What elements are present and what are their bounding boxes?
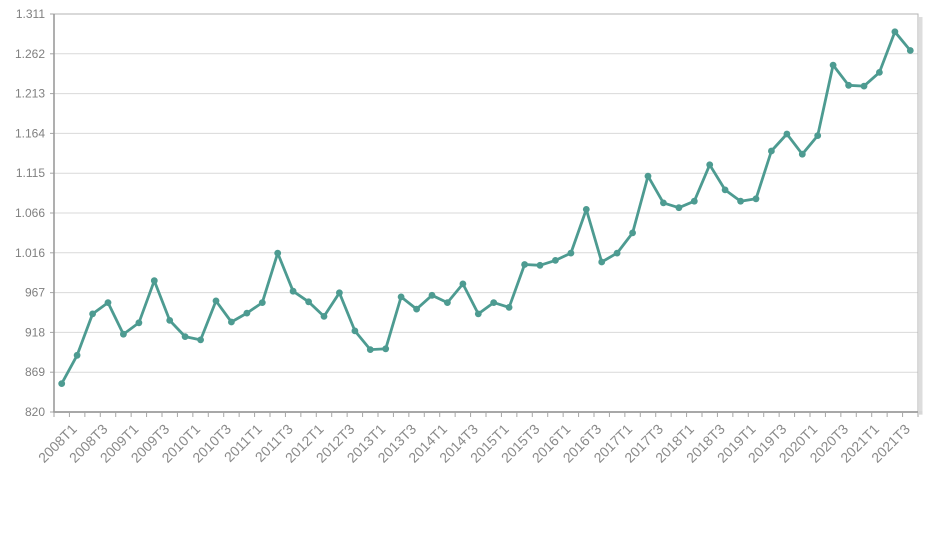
y-axis-tick-label: 918 bbox=[25, 325, 45, 339]
plot-shadow-corner bbox=[919, 411, 923, 415]
data-point-2020T2 bbox=[814, 132, 822, 140]
data-point-2013T2 bbox=[382, 345, 390, 353]
data-point-2018T4 bbox=[721, 186, 729, 194]
data-point-2011T1 bbox=[243, 309, 251, 317]
data-point-2009T3 bbox=[150, 277, 158, 285]
data-point-2008T1 bbox=[58, 380, 66, 387]
data-point-2015T3 bbox=[521, 261, 528, 268]
data-point-2010T4 bbox=[228, 318, 235, 326]
y-axis-tick-label: 820 bbox=[25, 405, 45, 419]
data-point-2021T3 bbox=[891, 28, 899, 36]
data-point-2013T3 bbox=[397, 293, 405, 301]
data-point-2008T2 bbox=[73, 351, 81, 359]
plot-shadow bbox=[919, 17, 923, 414]
data-point-2008T4 bbox=[104, 299, 112, 306]
data-point-2012T1 bbox=[305, 298, 312, 306]
data-point-2021T1 bbox=[860, 82, 868, 90]
data-point-2017T4 bbox=[660, 199, 667, 207]
data-point-2009T2 bbox=[135, 319, 143, 327]
y-axis-tick-label: 1.262 bbox=[15, 47, 45, 61]
data-point-2010T3 bbox=[212, 297, 220, 305]
data-point-2012T4 bbox=[351, 327, 359, 335]
data-point-2014T3 bbox=[459, 280, 467, 288]
y-axis-tick-label: 1.213 bbox=[15, 87, 45, 101]
data-point-2018T2 bbox=[690, 197, 698, 205]
data-point-2018T1 bbox=[675, 204, 683, 212]
data-point-2011T3 bbox=[274, 249, 282, 257]
data-point-2015T1 bbox=[490, 299, 498, 306]
data-point-2020T1 bbox=[798, 150, 806, 158]
y-axis-tick-label: 1.311 bbox=[16, 7, 45, 21]
y-axis-tick-label: 1.115 bbox=[16, 166, 45, 180]
data-point-2016T2 bbox=[567, 249, 575, 257]
data-point-2014T2 bbox=[444, 299, 451, 306]
data-point-2021T2 bbox=[876, 69, 883, 76]
series-line bbox=[60, 30, 912, 385]
data-point-2011T4 bbox=[289, 287, 297, 295]
y-axis-tick-label: 1.164 bbox=[15, 126, 45, 140]
data-point-2019T2 bbox=[752, 195, 760, 203]
data-point-2015T4 bbox=[536, 261, 544, 269]
data-point-2013T1 bbox=[366, 346, 374, 353]
y-axis-tick-label: 869 bbox=[25, 365, 45, 379]
y-axis-tick-label: 1.066 bbox=[15, 206, 45, 220]
data-point-2009T1 bbox=[120, 330, 127, 338]
data-point-2014T4 bbox=[474, 310, 482, 318]
data-point-2017T3 bbox=[644, 172, 652, 180]
y-axis-tick-label: 967 bbox=[25, 286, 45, 300]
data-point-2010T1 bbox=[181, 333, 189, 340]
data-point-2010T2 bbox=[197, 336, 205, 344]
data-point-2017T2 bbox=[629, 229, 636, 237]
data-point-2020T4 bbox=[845, 81, 852, 89]
data-point-2017T1 bbox=[613, 249, 621, 257]
data-point-2019T4 bbox=[783, 130, 791, 138]
data-point-2012T2 bbox=[320, 313, 328, 320]
data-point-2014T1 bbox=[428, 291, 436, 299]
data-point-2008T3 bbox=[89, 310, 96, 318]
data-point-2019T1 bbox=[737, 197, 744, 205]
data-point-2015T2 bbox=[505, 304, 513, 311]
data-point-2013T4 bbox=[413, 305, 420, 313]
data-point-2021T4 bbox=[906, 47, 914, 54]
data-point-2016T3 bbox=[582, 206, 590, 213]
data-point-2020T3 bbox=[829, 61, 837, 69]
data-point-2019T3 bbox=[768, 147, 775, 155]
data-point-2018T3 bbox=[706, 161, 714, 169]
data-point-2009T4 bbox=[166, 317, 174, 324]
data-point-2012T3 bbox=[336, 289, 343, 297]
data-point-2016T4 bbox=[598, 258, 606, 266]
data-point-2016T1 bbox=[552, 257, 559, 264]
y-axis-tick-label: 1.016 bbox=[15, 246, 45, 260]
data-point-2011T2 bbox=[258, 299, 266, 306]
